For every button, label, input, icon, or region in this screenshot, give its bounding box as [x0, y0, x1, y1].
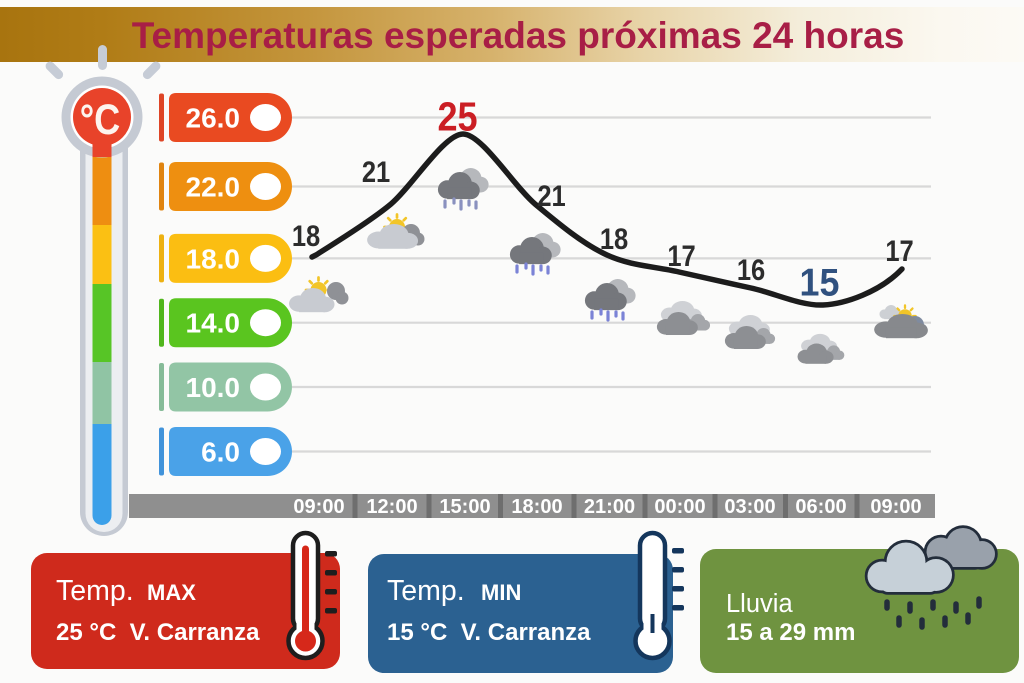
- svg-text:21:00: 21:00: [584, 496, 635, 518]
- svg-text:25: 25: [437, 94, 477, 140]
- svg-text:10.0: 10.0: [186, 372, 241, 403]
- svg-text:17: 17: [885, 234, 913, 267]
- svg-text:18.0: 18.0: [186, 243, 241, 274]
- svg-text:MAX: MAX: [147, 580, 196, 605]
- svg-text:15 a 29 mm: 15 a 29 mm: [726, 619, 855, 646]
- svg-text:15:00: 15:00: [439, 496, 490, 518]
- svg-text:Temp.: Temp.: [56, 575, 134, 607]
- svg-text:21: 21: [362, 155, 390, 188]
- svg-text:18:00: 18:00: [511, 496, 562, 518]
- svg-text:22.0: 22.0: [186, 172, 241, 203]
- svg-text:06:00: 06:00: [795, 496, 846, 518]
- svg-text:Temperaturas esperadas próxima: Temperaturas esperadas próximas 24 horas: [132, 15, 905, 56]
- svg-text:MIN: MIN: [481, 580, 521, 605]
- svg-text:Lluvia: Lluvia: [726, 590, 793, 618]
- svg-text:21: 21: [537, 179, 565, 212]
- svg-text:26.0: 26.0: [186, 103, 241, 134]
- svg-text:14.0: 14.0: [186, 308, 241, 339]
- svg-text:17: 17: [667, 239, 695, 272]
- svg-text:15: 15: [800, 260, 840, 304]
- svg-text:Temp.: Temp.: [387, 575, 465, 607]
- svg-text:18: 18: [292, 219, 320, 252]
- svg-text:18: 18: [600, 222, 628, 255]
- svg-text:00:00: 00:00: [654, 496, 705, 518]
- svg-text:16: 16: [737, 253, 765, 286]
- svg-text:25 °C V. Carranza: 25 °C V. Carranza: [56, 619, 260, 646]
- svg-text:15 °C V. Carranza: 15 °C V. Carranza: [387, 619, 591, 646]
- svg-text:6.0: 6.0: [201, 437, 240, 468]
- svg-text:09:00: 09:00: [870, 496, 921, 518]
- svg-text:09:00: 09:00: [293, 496, 344, 518]
- svg-text:°C: °C: [80, 96, 121, 144]
- svg-text:12:00: 12:00: [366, 496, 417, 518]
- svg-text:03:00: 03:00: [724, 496, 775, 518]
